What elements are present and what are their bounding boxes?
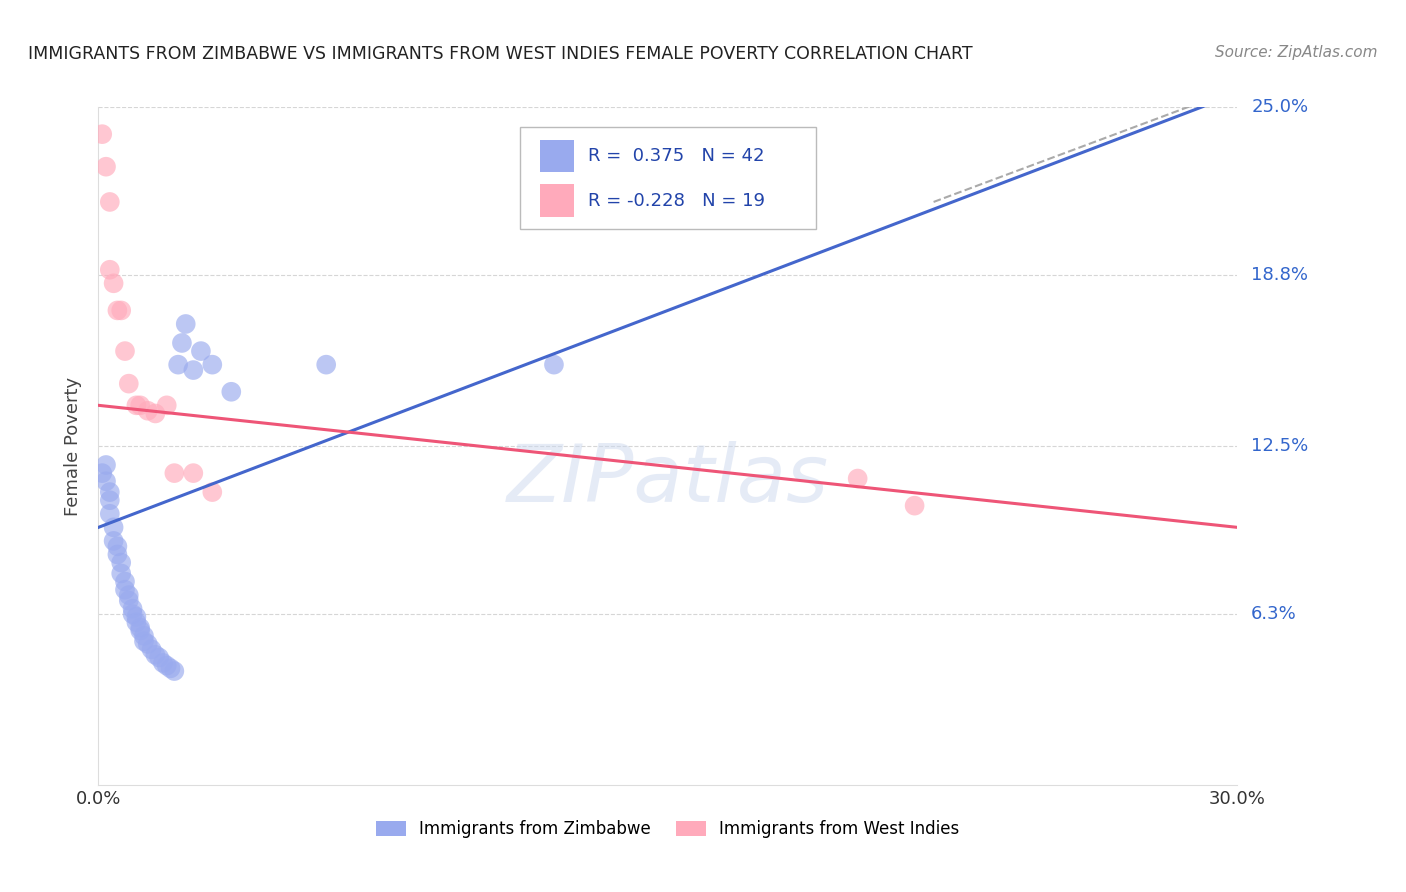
Point (110, 303, 132, 318)
Text: 18.8%: 18.8% (1251, 266, 1308, 285)
Y-axis label: Female Poverty: Female Poverty (65, 376, 83, 516)
Bar (540, 185, 575, 217)
Point (733, 200, 755, 214)
Point (110, 566, 132, 581)
Point (201, 358, 224, 372)
Point (114, 344, 136, 359)
Text: Source: ZipAtlas.com: Source: ZipAtlas.com (1215, 45, 1378, 60)
Point (114, 574, 136, 589)
Text: IMMIGRANTS FROM ZIMBABWE VS IMMIGRANTS FROM WEST INDIES FEMALE POVERTY CORRELATI: IMMIGRANTS FROM ZIMBABWE VS IMMIGRANTS F… (28, 45, 973, 62)
Point (129, 624, 152, 638)
Text: 6.3%: 6.3% (1251, 605, 1296, 624)
Point (904, 499, 927, 513)
Point (174, 317, 197, 331)
Point (125, 610, 148, 624)
Point (152, 656, 174, 670)
FancyBboxPatch shape (520, 128, 815, 229)
Point (121, 607, 143, 621)
Point (118, 588, 141, 602)
Point (125, 398, 148, 412)
Point (114, 582, 136, 597)
Point (145, 648, 167, 662)
Point (121, 601, 143, 615)
Legend: Immigrants from Zimbabwe, Immigrants from West Indies: Immigrants from Zimbabwe, Immigrants fro… (370, 814, 966, 845)
Point (98, 485, 121, 500)
Point (110, 556, 132, 570)
Text: R = -0.228   N = 19: R = -0.228 N = 19 (588, 192, 765, 210)
Bar (540, 139, 575, 172)
Point (107, 539, 129, 553)
Point (132, 634, 155, 648)
Point (98, 493, 121, 508)
Point (118, 593, 141, 607)
Point (107, 303, 129, 318)
Point (156, 658, 179, 673)
Point (190, 344, 212, 359)
Point (846, 471, 869, 485)
Point (132, 629, 155, 643)
Point (136, 637, 159, 651)
Point (103, 277, 125, 291)
Point (183, 363, 205, 377)
Point (94, 475, 117, 489)
Point (94, 458, 117, 472)
Point (129, 621, 152, 635)
Point (156, 398, 179, 412)
Point (183, 466, 205, 480)
Point (315, 358, 337, 372)
Point (98, 262, 121, 277)
Text: 25.0%: 25.0% (1251, 98, 1309, 116)
Point (129, 398, 152, 412)
Point (98, 194, 121, 209)
Text: R =  0.375   N = 42: R = 0.375 N = 42 (588, 147, 765, 165)
Point (141, 642, 163, 657)
Point (91, 127, 114, 141)
Point (163, 664, 186, 678)
Point (148, 650, 170, 665)
Point (103, 533, 125, 548)
Point (91, 466, 114, 480)
Point (167, 358, 190, 372)
Point (543, 358, 565, 372)
Point (145, 407, 167, 421)
Point (136, 403, 159, 417)
Point (159, 661, 181, 675)
Point (163, 466, 186, 480)
Text: 12.5%: 12.5% (1251, 437, 1309, 455)
Text: ZIPatlas: ZIPatlas (506, 441, 830, 519)
Point (98, 507, 121, 521)
Point (221, 384, 243, 399)
Point (201, 485, 224, 500)
Point (107, 548, 129, 562)
Point (118, 376, 141, 391)
Point (125, 615, 148, 630)
Point (94, 160, 117, 174)
Point (103, 520, 125, 534)
Point (170, 335, 193, 350)
